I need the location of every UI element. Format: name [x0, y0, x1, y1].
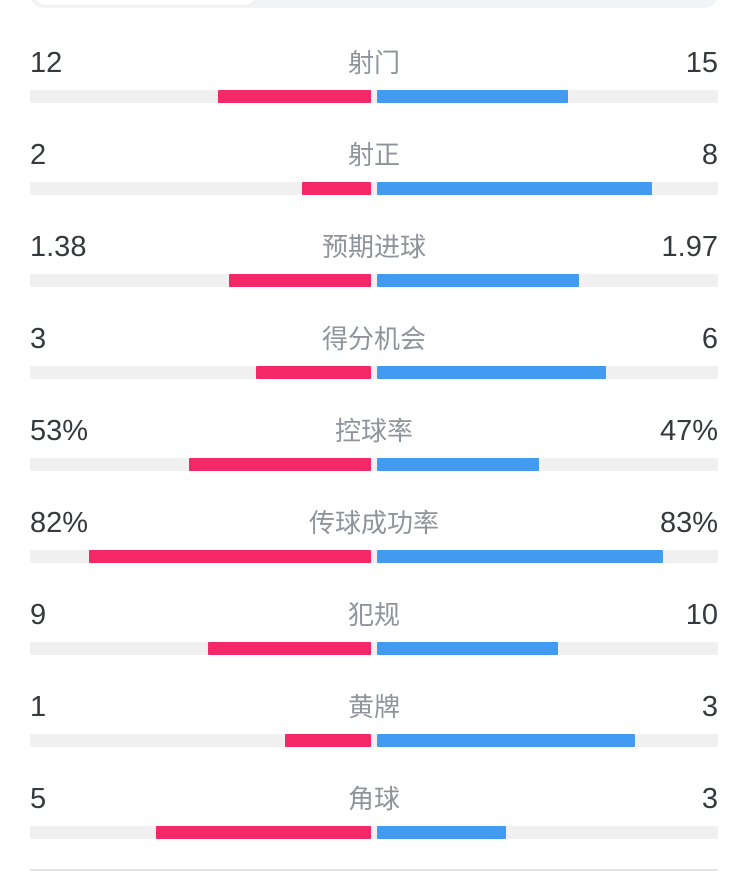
home-bar	[208, 642, 371, 655]
stat-row-pass-accuracy: 82% 传球成功率 83%	[0, 508, 750, 600]
home-bar	[188, 458, 371, 471]
stat-row-head: 1.38 预期进球 1.97	[30, 232, 718, 262]
stat-row-head: 1 黄牌 3	[30, 692, 718, 722]
away-value: 8	[701, 139, 718, 171]
stat-row-shots: 12 射门 15	[0, 48, 750, 140]
home-bar	[285, 734, 371, 747]
stat-bar-track	[30, 90, 718, 103]
home-value: 2	[30, 139, 47, 171]
stat-label: 控球率	[334, 416, 413, 446]
stat-label: 预期进球	[321, 232, 426, 262]
stat-label: 射门	[347, 48, 400, 78]
stat-bar-track	[30, 458, 718, 471]
stat-row-fouls: 9 犯规 10	[0, 600, 750, 692]
home-value: 82%	[30, 507, 89, 539]
away-bar	[377, 550, 663, 563]
stat-row-big-chances: 3 得分机会 6	[0, 324, 750, 416]
away-bar	[377, 642, 559, 655]
home-value: 3	[30, 323, 47, 355]
away-bar	[377, 366, 607, 379]
stat-row-head: 82% 传球成功率 83%	[30, 508, 718, 538]
home-value: 1	[30, 691, 47, 723]
bottom-divider	[30, 869, 718, 871]
segmented-control[interactable]	[30, 0, 718, 8]
away-bar	[377, 90, 569, 103]
match-stats-panel: 12 射门 15 2 射正 8 1.38 预期进球 1.97	[0, 48, 750, 876]
home-value: 5	[30, 783, 47, 815]
away-value: 83%	[659, 507, 718, 539]
home-bar	[302, 182, 371, 195]
stat-bar-track	[30, 182, 718, 195]
away-value: 1.97	[661, 231, 718, 263]
away-value: 10	[685, 599, 718, 631]
stat-bar-track	[30, 550, 718, 563]
stat-row-shots-on-target: 2 射正 8	[0, 140, 750, 232]
away-value: 3	[701, 691, 718, 723]
stat-bar-track	[30, 642, 718, 655]
away-bar	[377, 458, 539, 471]
away-value: 6	[701, 323, 718, 355]
stat-bar-track	[30, 366, 718, 379]
stat-row-yellow-cards: 1 黄牌 3	[0, 692, 750, 784]
away-bar	[377, 826, 506, 839]
home-value: 1.38	[30, 231, 87, 263]
segmented-control-selected-tab[interactable]	[33, 0, 257, 6]
stat-label: 黄牌	[347, 692, 400, 722]
stat-row-head: 3 得分机会 6	[30, 324, 718, 354]
home-bar	[88, 550, 371, 563]
stat-bar-track	[30, 274, 718, 287]
stat-row-possession: 53% 控球率 47%	[0, 416, 750, 508]
stat-bar-track	[30, 734, 718, 747]
stat-label: 射正	[347, 140, 400, 170]
away-value: 15	[685, 47, 718, 79]
away-value: 47%	[659, 415, 718, 447]
stat-label: 得分机会	[321, 324, 426, 354]
stat-row-expected-goals: 1.38 预期进球 1.97	[0, 232, 750, 324]
stat-row-corners: 5 角球 3	[0, 784, 750, 876]
home-value: 12	[30, 47, 63, 79]
away-bar	[377, 182, 653, 195]
stat-row-head: 12 射门 15	[30, 48, 718, 78]
home-bar	[256, 366, 371, 379]
stat-label: 角球	[347, 784, 400, 814]
stat-row-head: 9 犯规 10	[30, 600, 718, 630]
stat-bar-track	[30, 826, 718, 839]
home-value: 53%	[30, 415, 89, 447]
away-bar	[377, 274, 580, 287]
stat-row-head: 2 射正 8	[30, 140, 718, 170]
home-bar	[156, 826, 371, 839]
stat-label: 犯规	[347, 600, 400, 630]
away-value: 3	[701, 783, 718, 815]
away-bar	[377, 734, 635, 747]
home-bar	[229, 274, 371, 287]
home-bar	[218, 90, 371, 103]
home-value: 9	[30, 599, 47, 631]
stat-label: 传球成功率	[308, 508, 439, 538]
stat-row-head: 53% 控球率 47%	[30, 416, 718, 446]
stat-row-head: 5 角球 3	[30, 784, 718, 814]
